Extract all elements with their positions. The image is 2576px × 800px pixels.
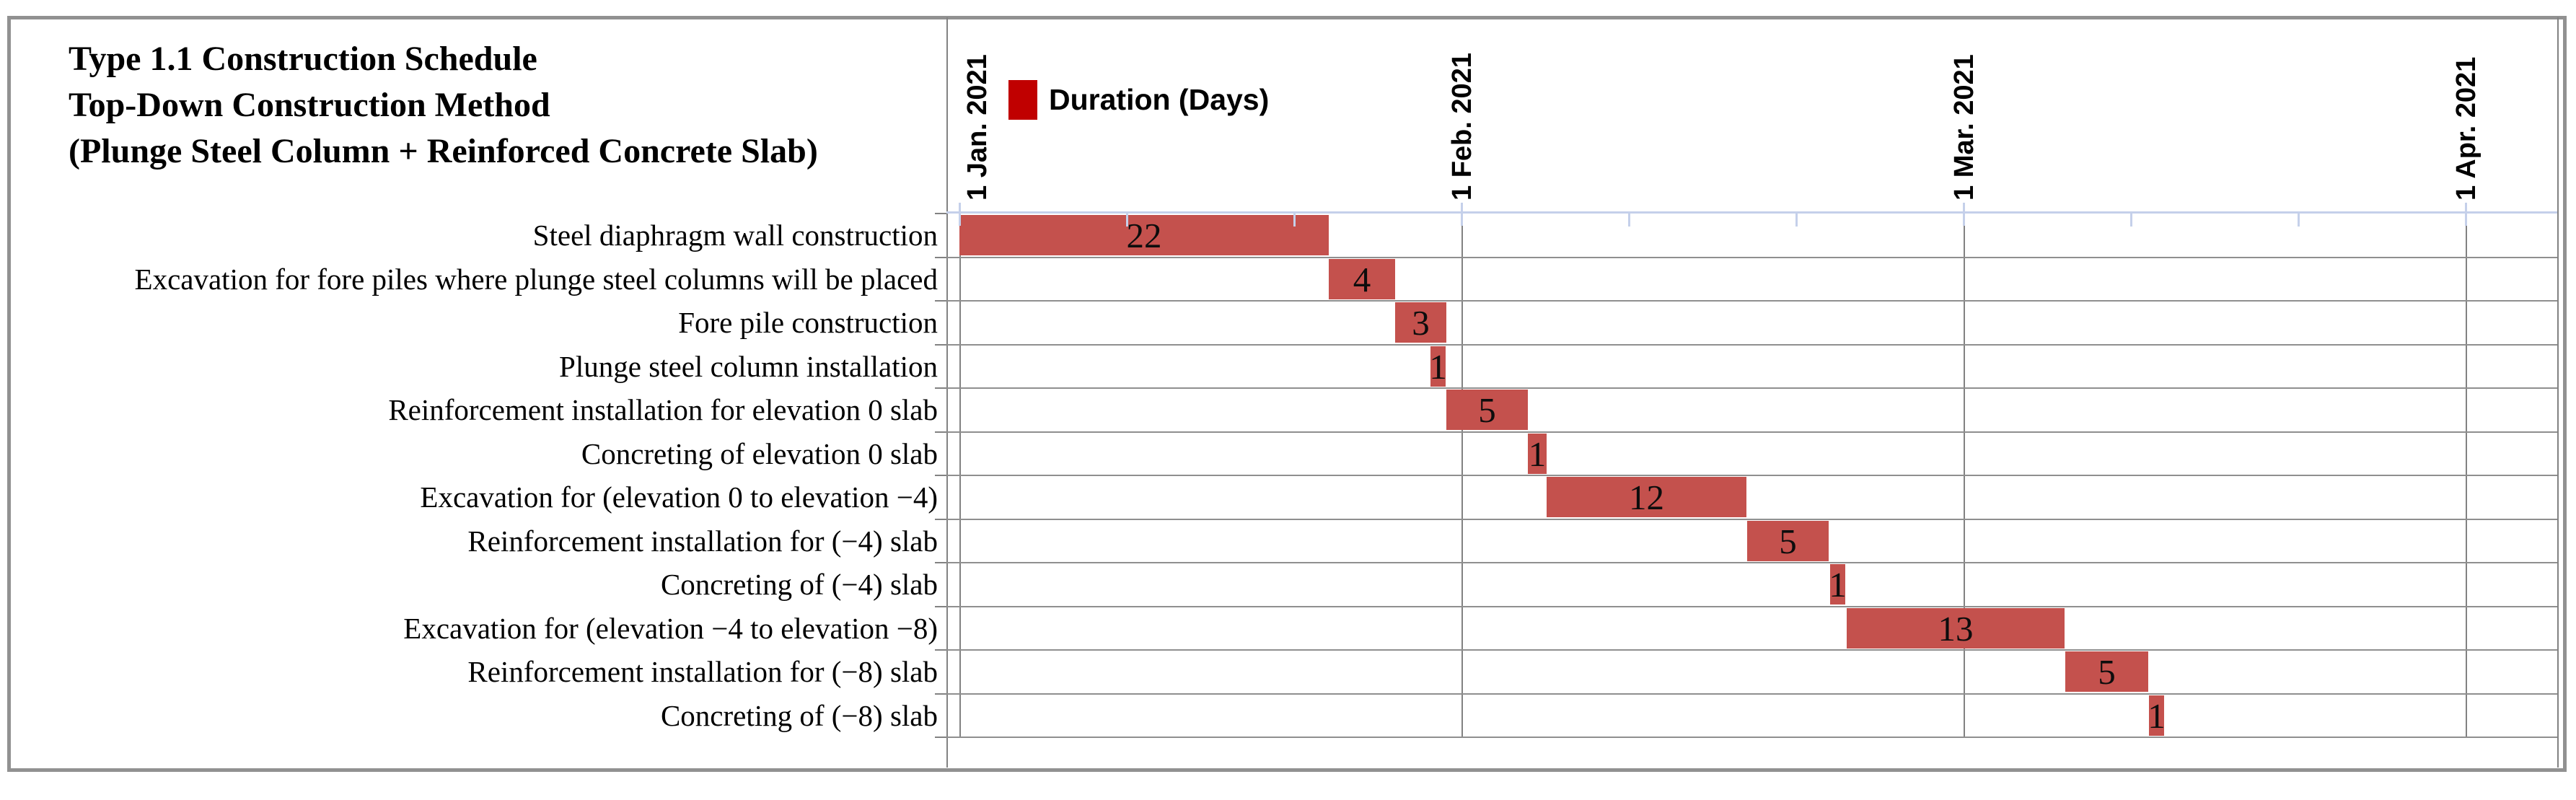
gantt-bar: 13 xyxy=(1847,608,2065,649)
date-axis-minor-tick xyxy=(2130,213,2132,227)
bar-value-label: 4 xyxy=(1353,259,1371,299)
row-gridline xyxy=(946,519,2557,520)
category-label: Excavation for fore piles where plunge s… xyxy=(134,263,938,296)
gantt-bar: 5 xyxy=(1747,521,1829,561)
category-label: Excavation for (elevation 0 to elevation… xyxy=(420,480,938,514)
gantt-bar: 22 xyxy=(959,215,1329,255)
row-gridline xyxy=(946,344,2557,346)
category-label: Reinforcement installation for (−4) slab xyxy=(467,524,938,558)
row-gridline xyxy=(946,693,2557,695)
date-axis-minor-tick xyxy=(2298,213,2300,227)
category-label: Fore pile construction xyxy=(678,306,938,339)
bar-value-label: 1 xyxy=(2148,695,2166,736)
bar-value-label: 1 xyxy=(1829,564,1847,605)
title-line-2: Top-Down Construction Method xyxy=(69,86,550,124)
gantt-bar: 4 xyxy=(1329,259,1395,299)
month-gridline xyxy=(2466,226,2467,737)
category-axis-tick xyxy=(935,475,946,476)
date-label: 1 Apr. 2021 xyxy=(2451,56,2482,201)
legend-swatch xyxy=(1008,80,1037,120)
date-axis-major-tick xyxy=(1963,203,1965,226)
title-line-3: (Plunge Steel Column + Reinforced Concre… xyxy=(69,132,818,170)
bar-value-label: 5 xyxy=(2098,651,2116,692)
category-axis-tick xyxy=(935,257,946,258)
gantt-bar: 1 xyxy=(1829,564,1847,605)
plot-right-border xyxy=(2557,17,2559,768)
date-axis-major-tick xyxy=(1461,203,1463,226)
category-axis-tick xyxy=(935,649,946,651)
date-axis-major-tick xyxy=(2465,203,2467,226)
bar-value-label: 12 xyxy=(1629,477,1664,517)
bar-value-label: 3 xyxy=(1412,302,1430,343)
gantt-bar: 1 xyxy=(2148,695,2166,736)
row-gridline xyxy=(946,431,2557,433)
category-axis-tick xyxy=(935,519,946,520)
chart-border xyxy=(7,16,2567,772)
legend: Duration (Days) xyxy=(1008,80,1269,120)
date-axis-line xyxy=(946,211,2557,214)
category-axis-tick xyxy=(935,693,946,695)
date-axis-minor-tick xyxy=(1628,213,1630,227)
category-axis-tick xyxy=(935,562,946,563)
legend-label: Duration (Days) xyxy=(1049,83,1270,116)
gantt-bar: 3 xyxy=(1395,302,1446,343)
date-axis-major-tick xyxy=(959,203,961,226)
gantt-bar: 12 xyxy=(1547,477,1746,517)
bar-value-label: 1 xyxy=(1429,346,1447,387)
row-gridline xyxy=(946,257,2557,258)
row-gridline xyxy=(946,562,2557,563)
category-label: Concreting of (−4) slab xyxy=(660,568,938,601)
date-axis-minor-tick xyxy=(1795,213,1798,227)
category-axis-tick xyxy=(935,344,946,346)
row-gridline xyxy=(946,737,2557,738)
category-label: Plunge steel column installation xyxy=(559,350,938,383)
bar-value-label: 22 xyxy=(1126,215,1162,255)
row-gridline xyxy=(946,475,2557,476)
bar-value-label: 1 xyxy=(1528,434,1547,474)
date-axis-minor-tick xyxy=(1293,213,1296,227)
category-axis-tick xyxy=(935,737,946,738)
date-label: 1 Mar. 2021 xyxy=(1949,54,1979,201)
bar-value-label: 5 xyxy=(1779,521,1797,561)
row-gridline xyxy=(946,606,2557,607)
date-axis-minor-tick xyxy=(1126,213,1128,227)
row-gridline xyxy=(946,387,2557,389)
category-label: Excavation for (elevation −4 to elevatio… xyxy=(403,612,938,645)
category-label: Concreting of (−8) slab xyxy=(660,699,938,732)
month-gridline xyxy=(1964,226,1965,737)
gantt-bar: 5 xyxy=(1446,390,1528,430)
category-label: Concreting of elevation 0 slab xyxy=(581,437,938,470)
date-label: 1 Feb. 2021 xyxy=(1447,53,1477,201)
bar-value-label: 13 xyxy=(1938,608,1974,649)
row-gridline xyxy=(946,649,2557,651)
category-label: Reinforcement installation for elevation… xyxy=(388,393,938,426)
gantt-bar: 1 xyxy=(1429,346,1447,387)
gantt-bar: 5 xyxy=(2065,651,2148,692)
category-axis-tick xyxy=(935,606,946,607)
category-axis-tick xyxy=(935,300,946,302)
plot-left-border xyxy=(946,17,948,768)
category-label: Steel diaphragm wall construction xyxy=(532,219,938,252)
category-axis-tick xyxy=(935,387,946,389)
bar-value-label: 5 xyxy=(1478,390,1496,430)
gantt-bar: 1 xyxy=(1528,434,1547,474)
date-label: 1 Jan. 2021 xyxy=(962,54,993,201)
month-gridline xyxy=(1461,226,1463,737)
month-gridline xyxy=(959,226,961,737)
category-axis-tick xyxy=(935,213,946,214)
chart-title: Type 1.1 Construction Schedule Top-Down … xyxy=(69,36,818,175)
row-gridline xyxy=(946,300,2557,302)
title-line-1: Type 1.1 Construction Schedule xyxy=(69,40,537,78)
category-label: Reinforcement installation for (−8) slab xyxy=(467,655,938,688)
category-axis-tick xyxy=(935,431,946,433)
